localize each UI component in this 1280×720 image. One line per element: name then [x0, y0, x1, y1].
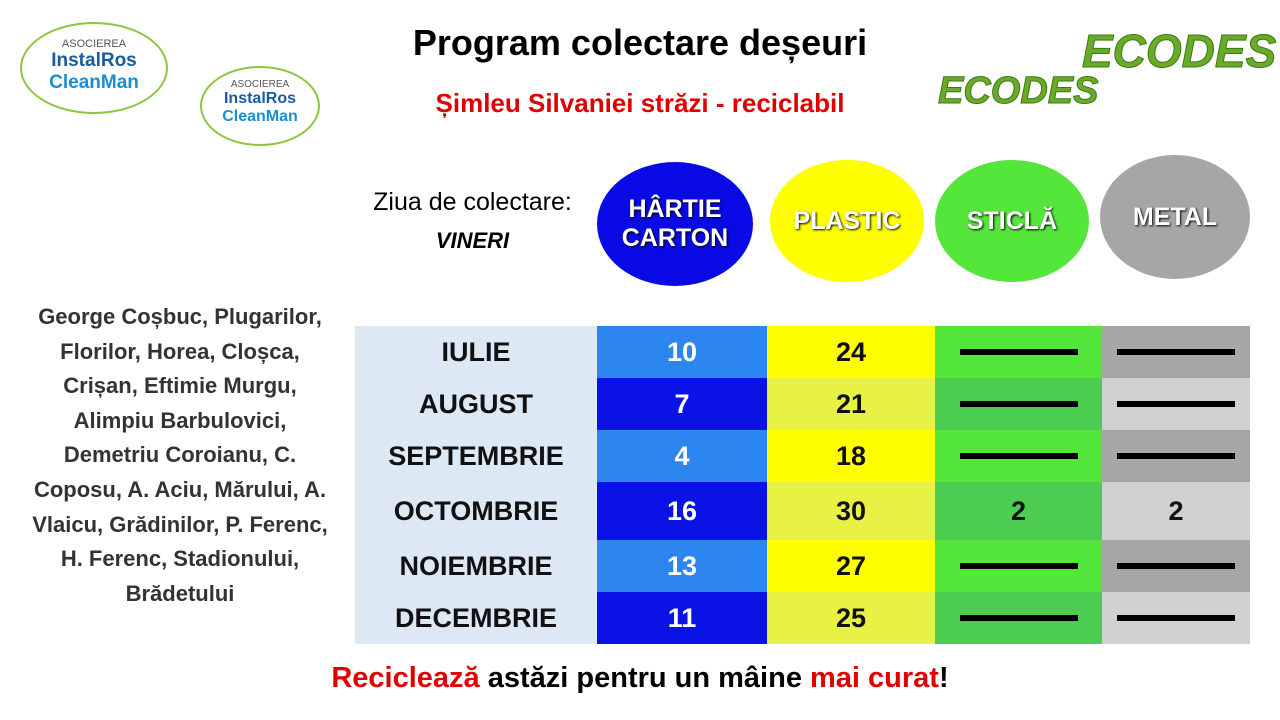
- column-header: PLASTIC: [770, 160, 924, 282]
- logo-text: InstalRos: [51, 50, 137, 71]
- no-collection-dash: [959, 453, 1078, 459]
- empty-cell: [935, 540, 1102, 592]
- no-collection-dash: [1117, 349, 1235, 355]
- collection-date: 2: [935, 482, 1102, 540]
- collection-day: VINERI: [435, 228, 510, 253]
- no-collection-dash: [959, 401, 1078, 407]
- collection-date: 18: [767, 430, 935, 482]
- subtitle: Șimleu Silvaniei străzi - reciclabil: [435, 88, 845, 118]
- footer-text: mai curat: [810, 662, 939, 694]
- logo-text: InstalRos: [223, 90, 296, 107]
- no-collection-dash: [1117, 401, 1235, 407]
- collection-day-label: Ziua de colectare:: [373, 188, 572, 216]
- column-header: METAL: [1100, 155, 1250, 279]
- empty-cell: [935, 378, 1102, 430]
- logo-text: ASOCIEREA: [61, 38, 127, 50]
- empty-cell: [1102, 592, 1250, 644]
- month: NOIEMBRIE: [355, 540, 597, 592]
- footer: Reciclează astăzi pentru un mâine mai cu…: [0, 662, 1280, 695]
- month: SEPTEMBRIE: [355, 430, 597, 482]
- logo: ASOCIEREA InstalRos CleanMan: [200, 66, 320, 146]
- collection-date: 21: [767, 378, 935, 430]
- empty-cell: [1102, 326, 1250, 378]
- month: AUGUST: [355, 378, 597, 430]
- empty-cell: [1102, 540, 1250, 592]
- collection-date: 10: [597, 326, 767, 378]
- collection-date: 27: [767, 540, 935, 592]
- no-collection-dash: [959, 349, 1078, 355]
- title: Program colectare deșeuri: [412, 22, 868, 63]
- footer-text: !: [938, 662, 949, 694]
- logo-text: CleanMan: [49, 72, 139, 93]
- footer-text: astăzi pentru un mâine: [479, 662, 811, 694]
- collection-date: 11: [597, 592, 767, 644]
- empty-cell: [935, 430, 1102, 482]
- ecodes-logo: ECODES: [937, 70, 1099, 113]
- footer-text: Reciclează: [331, 662, 480, 694]
- logo-text: CleanMan: [222, 108, 298, 125]
- collection-date: 24: [767, 326, 935, 378]
- ecodes-logo: ECODES: [1081, 25, 1277, 78]
- no-collection-dash: [959, 563, 1078, 569]
- logo: ASOCIEREA InstalRos CleanMan: [20, 22, 168, 114]
- collection-date: 2: [1102, 482, 1250, 540]
- month: IULIE: [355, 326, 597, 378]
- collection-date: 25: [767, 592, 935, 644]
- street-list: George Coșbuc, Plugarilor, Florilor, Hor…: [32, 304, 328, 606]
- collection-date: 7: [597, 378, 767, 430]
- logo-text: ASOCIEREA: [230, 79, 290, 90]
- collection-date: 30: [767, 482, 935, 540]
- no-collection-dash: [1117, 563, 1235, 569]
- empty-cell: [1102, 430, 1250, 482]
- empty-cell: [1102, 378, 1250, 430]
- collection-date: 16: [597, 482, 767, 540]
- collection-date: 4: [597, 430, 767, 482]
- column-header: HÂRTIE CARTON: [597, 162, 753, 286]
- collection-date: 13: [597, 540, 767, 592]
- month: OCTOMBRIE: [355, 482, 597, 540]
- empty-cell: [935, 326, 1102, 378]
- no-collection-dash: [959, 615, 1078, 621]
- no-collection-dash: [1117, 615, 1235, 621]
- column-header: STICLĂ: [935, 160, 1089, 282]
- month: DECEMBRIE: [355, 592, 597, 644]
- empty-cell: [935, 592, 1102, 644]
- no-collection-dash: [1117, 453, 1235, 459]
